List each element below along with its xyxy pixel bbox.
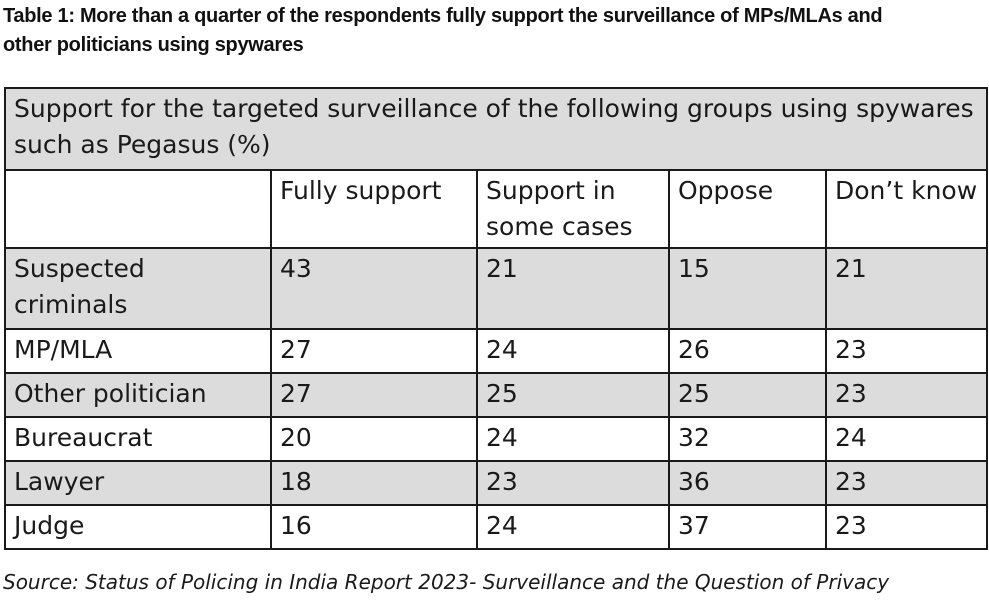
table-row: Bureaucrat 20 24 32 24	[4, 416, 988, 462]
table-caption: Table 1: More than a quarter of the resp…	[3, 2, 983, 60]
cell-fully-support: 27	[270, 328, 478, 374]
cell-fully-support: 16	[270, 504, 478, 550]
row-group-label: Bureaucrat	[4, 416, 272, 462]
source-note: Source: Status of Policing in India Repo…	[3, 570, 890, 594]
cell-support-some-cases: 24	[476, 504, 670, 550]
cell-oppose: 15	[668, 247, 827, 330]
row-group-label: Lawyer	[4, 460, 272, 506]
row-group-label: Other politician	[4, 372, 272, 418]
cell-fully-support: 18	[270, 460, 478, 506]
table-row: Lawyer 18 23 36 23	[4, 460, 988, 506]
cell-fully-support: 20	[270, 416, 478, 462]
table-header-row: Fully support Support in some cases Oppo…	[4, 169, 988, 249]
cell-support-some-cases: 24	[476, 416, 670, 462]
row-group-label: Suspected criminals	[4, 247, 272, 330]
table-row: Judge 16 24 37 23	[4, 504, 988, 550]
header-fully-support: Fully support	[270, 169, 478, 249]
header-group	[4, 169, 272, 249]
survey-table: Support for the targeted surveillance of…	[4, 87, 988, 550]
cell-dont-know: 23	[825, 504, 988, 550]
row-group-label: MP/MLA	[4, 328, 272, 374]
cell-dont-know: 23	[825, 372, 988, 418]
table-row: Suspected criminals 43 21 15 21	[4, 247, 988, 330]
cell-support-some-cases: 21	[476, 247, 670, 330]
cell-oppose: 32	[668, 416, 827, 462]
header-support-some-cases: Support in some cases	[476, 169, 670, 249]
table-caption-line-2: other politicians using spywares	[3, 34, 304, 56]
table-row: MP/MLA 27 24 26 23	[4, 328, 988, 374]
cell-oppose: 25	[668, 372, 827, 418]
table-caption-line-1: Table 1: More than a quarter of the resp…	[3, 5, 883, 27]
table-title-row: Support for the targeted surveillance of…	[4, 87, 988, 171]
cell-dont-know: 21	[825, 247, 988, 330]
cell-support-some-cases: 23	[476, 460, 670, 506]
cell-support-some-cases: 24	[476, 328, 670, 374]
header-dont-know: Don’t know	[825, 169, 988, 249]
cell-dont-know: 24	[825, 416, 988, 462]
cell-dont-know: 23	[825, 460, 988, 506]
row-group-label: Judge	[4, 504, 272, 550]
table-title: Support for the targeted surveillance of…	[4, 87, 988, 171]
cell-fully-support: 43	[270, 247, 478, 330]
cell-oppose: 26	[668, 328, 827, 374]
cell-oppose: 37	[668, 504, 827, 550]
table-row: Other politician 27 25 25 23	[4, 372, 988, 418]
cell-oppose: 36	[668, 460, 827, 506]
cell-support-some-cases: 25	[476, 372, 670, 418]
cell-dont-know: 23	[825, 328, 988, 374]
cell-fully-support: 27	[270, 372, 478, 418]
header-oppose: Oppose	[668, 169, 827, 249]
